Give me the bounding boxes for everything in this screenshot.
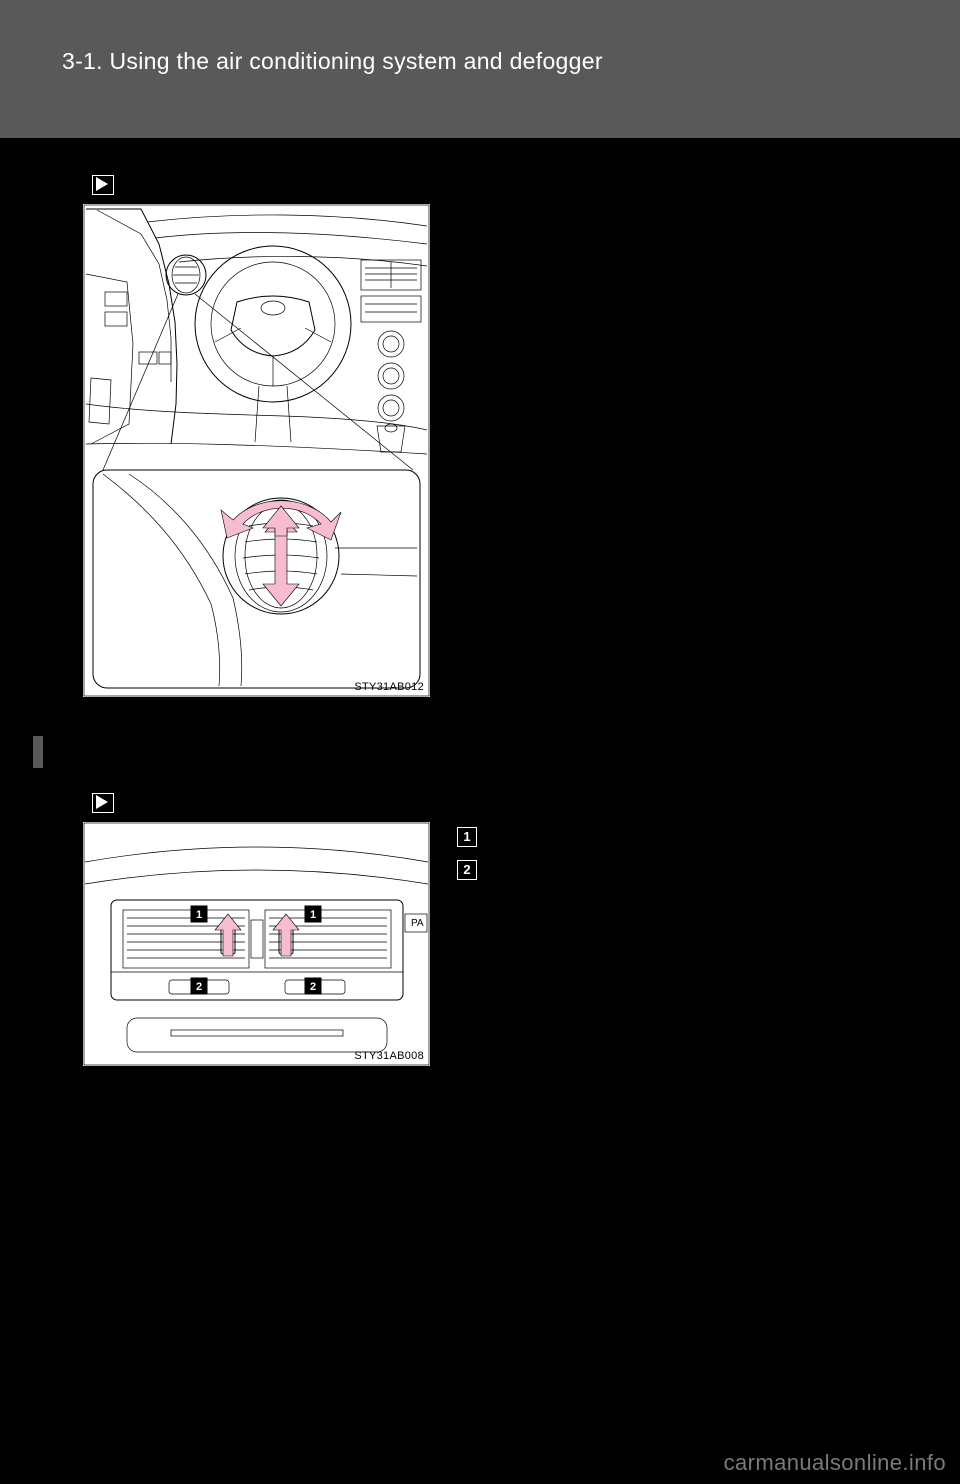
center-outlets-svg: PA 1 1 2 2 <box>83 822 430 1066</box>
figure-code: STY31AB012 <box>354 681 424 693</box>
svg-text:2: 2 <box>196 981 202 993</box>
legend-marker-1: 1 <box>457 827 477 847</box>
svg-text:1: 1 <box>310 909 316 921</box>
figure-driver-side-outlet: STY31AB012 <box>83 204 430 697</box>
legend-marker-2: 2 <box>457 860 477 880</box>
figure-center-outlets: PA 1 1 2 2 STY31AB008 <box>83 822 430 1066</box>
svg-text:1: 1 <box>196 909 202 921</box>
svg-text:2: 2 <box>310 981 316 993</box>
section-heading: 3-1. Using the air conditioning system a… <box>62 48 603 75</box>
header-band: 3-1. Using the air conditioning system a… <box>0 0 960 138</box>
svg-text:PA: PA <box>411 918 424 929</box>
driver-side-outlet-svg <box>83 204 430 697</box>
side-tab <box>33 736 43 768</box>
play-bullet-icon <box>92 793 114 811</box>
figure-code: STY31AB008 <box>354 1050 424 1062</box>
play-bullet-icon <box>92 175 114 193</box>
watermark: carmanualsonline.info <box>724 1450 946 1476</box>
